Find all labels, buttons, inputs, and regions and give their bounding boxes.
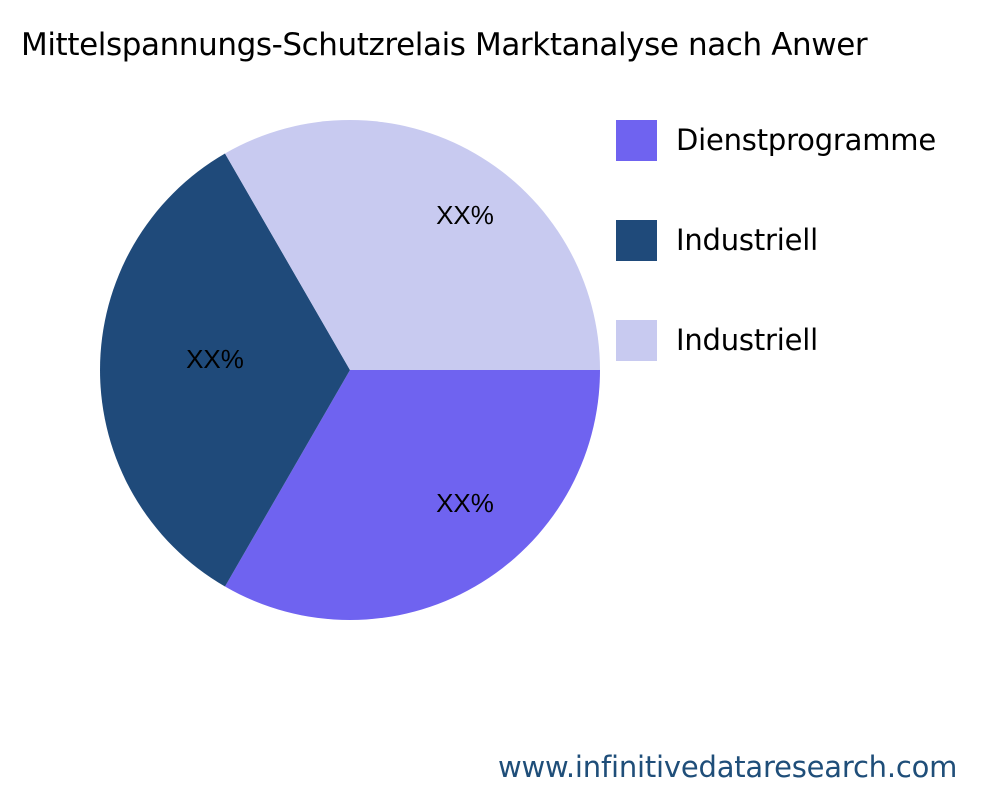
- legend-label: Dienstprogramme: [676, 123, 936, 157]
- legend-swatch: [616, 319, 657, 361]
- legend-swatch: [616, 219, 657, 261]
- legend-item-dienstprogramme[interactable]: Dienstprogramme: [616, 119, 936, 161]
- slice-label-dienstprogramme: XX%: [436, 488, 494, 518]
- legend-label: Industriell: [676, 223, 818, 257]
- pie-svg: XX% XX% XX%: [100, 120, 600, 620]
- legend: Dienstprogramme Industriell Industriell: [616, 119, 936, 420]
- legend-swatch: [616, 119, 657, 161]
- footer-url[interactable]: www.infinitivedataresearch.com: [498, 750, 958, 784]
- pie-chart: XX% XX% XX%: [100, 120, 600, 620]
- chart-title: Mittelspannungs-Schutzrelais Marktanalys…: [21, 27, 868, 63]
- legend-item-industriell-light[interactable]: Industriell: [616, 319, 936, 361]
- pie-slice-industriell-light[interactable]: [225, 120, 600, 370]
- legend-item-industriell-dark[interactable]: Industriell: [616, 219, 936, 261]
- pie-slice-dienstprogramme[interactable]: [225, 370, 600, 620]
- pie-slice-industriell-dark[interactable]: [100, 153, 350, 587]
- slice-label-industriell-light: XX%: [436, 200, 494, 230]
- slice-label-industriell-dark: XX%: [186, 344, 244, 374]
- legend-label: Industriell: [676, 323, 818, 357]
